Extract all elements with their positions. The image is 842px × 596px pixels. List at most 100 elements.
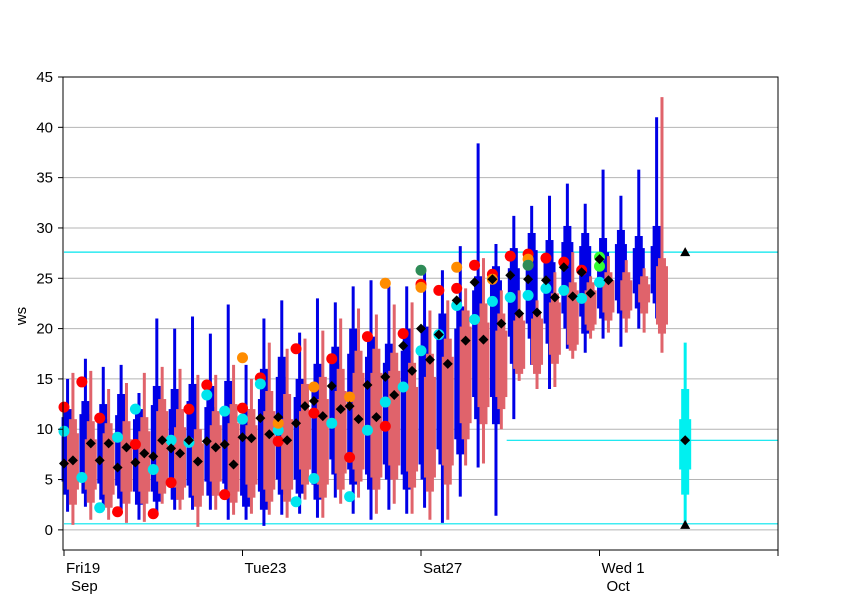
x-tick-label: Wed 1 [602, 560, 645, 577]
y-tick-label: 20 [36, 321, 53, 338]
series-b-inner-box [227, 423, 240, 492]
cyan-point [361, 424, 373, 436]
mean-marker [264, 429, 275, 440]
series-b-inner-box [513, 320, 526, 369]
cyan-point [397, 381, 409, 393]
mean-marker [389, 390, 400, 401]
cyan-point [415, 345, 427, 357]
mean-marker [166, 443, 177, 454]
red-point [540, 252, 552, 264]
mean-marker [567, 291, 578, 302]
mean-marker [523, 274, 534, 285]
mean-marker [139, 448, 150, 459]
red-point [58, 401, 70, 413]
y-tick-label: 35 [36, 170, 53, 187]
series-b-inner-box [620, 280, 633, 311]
red-point [219, 489, 231, 501]
red-point [397, 328, 409, 340]
scatter-points [58, 248, 605, 520]
y-tick-label: 25 [36, 270, 53, 287]
mean-marker [255, 413, 266, 424]
mean-marker [228, 459, 239, 470]
mean-marker [407, 365, 418, 376]
mean-marker [424, 354, 435, 365]
series-b-inner-box [495, 330, 508, 398]
x-tick-label: Fri19 [66, 560, 100, 577]
cyan-point [94, 502, 106, 514]
mean-marker [514, 308, 525, 319]
series-b-inner-box [245, 425, 258, 485]
mean-marker [237, 432, 248, 443]
mean-marker [335, 404, 346, 415]
red-point [504, 250, 516, 262]
cyan-point [112, 431, 124, 443]
orange-point [344, 391, 356, 403]
mean-marker [680, 435, 691, 446]
mean-marker [353, 414, 364, 425]
mean-marker [67, 455, 78, 466]
mean-marker [433, 329, 444, 340]
series-b-inner-box [138, 431, 151, 492]
series-b-inner-box [120, 439, 133, 492]
cyan-point [504, 291, 516, 303]
bright-green-point [594, 260, 605, 272]
mean-marker [380, 371, 391, 382]
series-b-inner-box [655, 266, 668, 325]
green-point [522, 259, 534, 271]
cyan-point [290, 496, 302, 508]
y-tick-label: 0 [45, 522, 53, 539]
series-b-inner-box [459, 326, 472, 424]
mean-marker [94, 455, 105, 466]
series-b-inner-box [316, 399, 329, 485]
mean-marker [478, 334, 489, 345]
mean-marker [585, 288, 596, 299]
y-tick-label: 40 [36, 119, 53, 136]
mean-marker [103, 438, 114, 449]
series-b-inner-box [602, 280, 615, 313]
mean-marker [371, 412, 382, 423]
mean-marker [362, 379, 373, 390]
mean-marker [549, 292, 560, 303]
series-b-inner-box [263, 411, 276, 490]
y-tick-label: 10 [36, 421, 53, 438]
cyan-point [237, 413, 248, 425]
mean-marker [273, 412, 284, 423]
triangle-marker [680, 519, 691, 529]
mean-marker [532, 307, 543, 318]
mean-marker [442, 358, 453, 369]
cyan-point [522, 289, 534, 301]
red-point [112, 506, 124, 518]
red-point [469, 259, 481, 271]
mean-marker [540, 275, 551, 286]
orange-point [237, 352, 248, 364]
y-axis-label: ws [13, 307, 30, 326]
series-b-inner-box [334, 390, 347, 474]
mean-marker [210, 442, 221, 453]
mean-marker [416, 323, 426, 334]
series-b-inner-box [477, 322, 490, 408]
mean-marker [201, 436, 212, 447]
triangle-marker [680, 247, 691, 257]
cyan-point [486, 295, 498, 307]
series-b-inner-box [84, 439, 97, 490]
x-tick-label: Sat27 [423, 560, 462, 577]
series-b-inner-box [156, 411, 169, 482]
orange-point [415, 281, 427, 293]
series-b-inner-box [370, 372, 383, 478]
red-point [433, 284, 445, 296]
mean-marker [487, 274, 498, 285]
red-point [183, 403, 195, 415]
mean-marker [246, 433, 257, 444]
cyan-point [76, 472, 88, 484]
series-b-inner-box [298, 411, 311, 470]
y-tick-label: 45 [36, 69, 53, 86]
series-b-inner-box [548, 302, 561, 355]
mean-marker [299, 401, 310, 412]
series-b-boxes [66, 97, 668, 527]
series-b-inner-box [531, 318, 544, 365]
cyan-point [254, 378, 266, 390]
red-point [308, 407, 320, 419]
red-point [165, 477, 177, 489]
red-point [129, 438, 141, 450]
